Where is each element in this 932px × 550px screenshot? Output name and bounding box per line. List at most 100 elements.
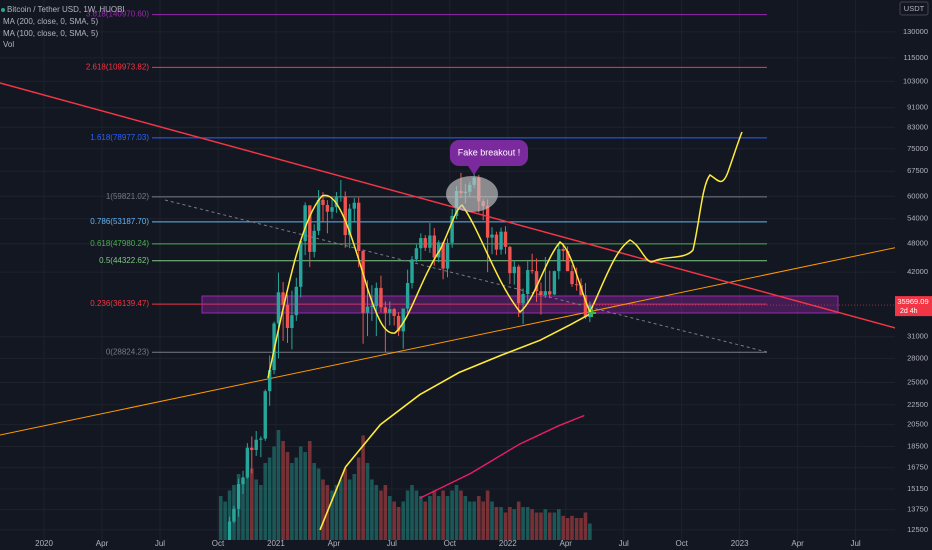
volume-bar xyxy=(485,490,490,540)
candle-body xyxy=(290,315,294,328)
callout: Fake breakout ! xyxy=(450,140,528,175)
callout-box xyxy=(450,140,528,166)
volume-bar xyxy=(267,457,272,540)
volume-bar xyxy=(263,463,268,540)
candle-body xyxy=(241,477,245,485)
candle-body xyxy=(312,230,316,252)
volume-bar xyxy=(490,501,494,540)
x-tick-label: 2021 xyxy=(267,539,285,548)
y-tick-label: 18500 xyxy=(907,442,928,451)
volume-bar xyxy=(387,496,392,540)
y-tick-label: 67500 xyxy=(907,166,928,175)
legend-entry: MA (200, close, 0, SMA, 5) xyxy=(3,17,98,26)
x-tick-label: Apr xyxy=(96,539,109,548)
volume-bar xyxy=(450,490,454,540)
dashed-trendline xyxy=(164,199,768,353)
countdown: 2d 4h xyxy=(900,308,918,315)
volume-bar xyxy=(343,468,348,540)
candle-body xyxy=(543,291,548,296)
y-tick-label: 75000 xyxy=(907,144,928,153)
candle-body xyxy=(245,447,250,478)
candle-body xyxy=(356,202,361,251)
candle-body xyxy=(379,287,383,308)
legend: Bitcoin / Tether USD, 1W, HUOBI MA (200,… xyxy=(1,5,125,49)
volume-bar xyxy=(401,501,406,540)
y-tick-label: 12500 xyxy=(907,525,928,534)
volume-bar xyxy=(423,501,428,540)
candle-body xyxy=(352,202,356,209)
y-tick-label: 54000 xyxy=(907,214,928,223)
candle-body xyxy=(508,246,512,274)
candle-body xyxy=(325,204,330,212)
volume-bar xyxy=(503,512,508,540)
volume-bar xyxy=(321,479,325,540)
volume-bar xyxy=(254,479,259,540)
volume-bar xyxy=(459,490,463,540)
volume-bar xyxy=(530,509,534,540)
fib-retracement: 3.618(140970.60) 2.618(109973.82) 1.618(78… xyxy=(86,10,767,356)
x-tick-label: Oct xyxy=(444,539,457,548)
candle-body xyxy=(485,206,490,238)
volume-bar xyxy=(259,485,263,540)
volume-bar xyxy=(410,485,414,540)
volume-bar xyxy=(276,430,281,540)
candle-body xyxy=(512,266,516,274)
y-tick-label: 48000 xyxy=(907,239,928,248)
volume-bar xyxy=(570,515,574,540)
candle-body xyxy=(574,284,579,286)
x-tick-label: Jul xyxy=(619,539,629,548)
volume-bar xyxy=(428,496,432,540)
candle-body xyxy=(374,287,379,307)
fib-label: 0.786(53187.70) xyxy=(90,217,149,226)
volume-bar xyxy=(392,501,396,540)
candle-body xyxy=(410,259,414,284)
candle-body xyxy=(503,231,508,247)
volume-bar xyxy=(481,501,486,540)
volume-bar xyxy=(521,507,525,540)
fib-label: 0.236(36139.47) xyxy=(90,299,149,308)
volume-bar xyxy=(396,507,401,540)
candle-body xyxy=(339,196,343,198)
x-tick-label: 2022 xyxy=(499,539,517,548)
y-tick-label: 25000 xyxy=(907,377,928,386)
y-tick-label: 20500 xyxy=(907,420,928,429)
candle-body xyxy=(539,291,543,296)
candle-body xyxy=(557,249,561,272)
candle-body xyxy=(490,234,494,238)
volume-bar xyxy=(454,485,459,540)
y-tick-label: 83000 xyxy=(907,122,928,131)
volume-bar xyxy=(405,490,410,540)
y-tick-label: 103000 xyxy=(903,76,928,85)
candle-body xyxy=(499,231,503,250)
candle-body xyxy=(516,266,521,304)
price-tag xyxy=(895,296,932,317)
volume-bar xyxy=(272,446,276,540)
candle-body xyxy=(334,196,339,208)
volume-bar xyxy=(467,501,472,540)
fib-label: 2.618(109973.82) xyxy=(86,63,150,72)
moving-averages xyxy=(319,313,590,531)
volume-bar xyxy=(512,509,517,540)
candle-body xyxy=(294,286,299,316)
callout-tail xyxy=(468,166,480,175)
volume-bar xyxy=(561,515,566,540)
candle-body xyxy=(414,248,419,260)
y-tick-label: 91000 xyxy=(907,103,928,112)
volume-bar xyxy=(441,490,445,540)
moving-average xyxy=(419,414,585,499)
candle-body xyxy=(450,215,454,243)
axes: 130000 115000 103000 91000 83000 75000 67500 60… xyxy=(35,27,928,548)
volume-bar xyxy=(583,512,588,540)
candle-body xyxy=(423,238,427,248)
candle-body xyxy=(267,370,272,392)
candle-body xyxy=(232,508,236,522)
symbol-title: Bitcoin / Tether USD, 1W, HUOBI xyxy=(7,5,125,14)
candle-body xyxy=(299,241,303,287)
candle-body xyxy=(396,315,401,332)
volume-bar xyxy=(414,490,419,540)
candle-body xyxy=(530,270,534,272)
candle-body xyxy=(365,306,370,313)
candle-body xyxy=(254,439,258,450)
candle-body xyxy=(432,235,436,258)
